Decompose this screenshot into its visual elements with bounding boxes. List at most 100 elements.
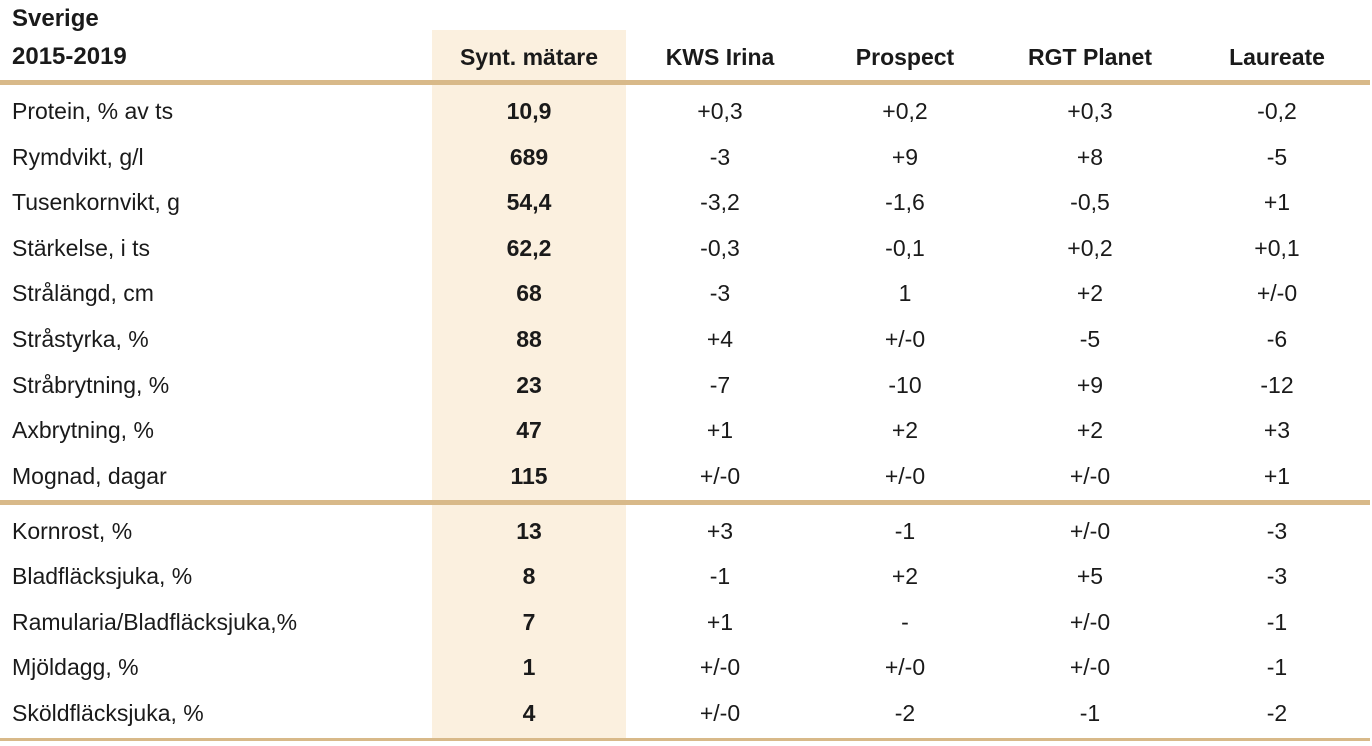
reference-value-cell: 115 bbox=[510, 462, 548, 489]
variety-value-cell: +0,2 bbox=[1067, 234, 1113, 261]
variety-value-cell: +/-0 bbox=[699, 462, 741, 489]
reference-value-cell: 54,4 bbox=[506, 189, 552, 216]
variety-value-cell: 1 bbox=[898, 280, 912, 307]
table-row: Mognad, dagar 115 +/-0 +/-0 +/-0 +1 bbox=[0, 461, 1370, 491]
reference-value-cell: 689 bbox=[509, 143, 549, 170]
variety-value-cell: -1 bbox=[1079, 699, 1101, 726]
variety-value-cell: -10 bbox=[888, 371, 922, 398]
reference-column-highlight bbox=[432, 30, 626, 740]
period-title: 2015-2019 bbox=[12, 43, 127, 70]
variety-value-cell: +8 bbox=[1076, 143, 1104, 170]
variety-value-cell: +2 bbox=[891, 563, 919, 590]
reference-value-cell: 7 bbox=[522, 608, 536, 635]
row-label: Stråstyrka, % bbox=[12, 326, 149, 352]
table-row: Sköldfläcksjuka, % 4 +/-0 -2 -1 -2 bbox=[0, 698, 1370, 728]
variety-value-cell: -3 bbox=[1266, 563, 1288, 590]
variety-value-cell: -3 bbox=[709, 280, 731, 307]
variety-value-cell: +3 bbox=[706, 518, 734, 544]
variety-value-cell: +5 bbox=[1076, 563, 1104, 590]
column-header-kws-irina: KWS Irina bbox=[665, 44, 775, 70]
table-row: Bladfläcksjuka, % 8 -1 +2 +5 -3 bbox=[0, 561, 1370, 591]
column-header-rgt-planet: RGT Planet bbox=[1028, 44, 1152, 70]
row-label: Axbrytning, % bbox=[12, 417, 154, 444]
variety-value-cell: +0,2 bbox=[882, 98, 928, 124]
variety-value-cell: -0,2 bbox=[1257, 98, 1297, 124]
variety-value-cell: -6 bbox=[1266, 326, 1288, 352]
row-label: Kornrost, % bbox=[12, 518, 133, 544]
variety-value-cell: +/-0 bbox=[884, 326, 926, 352]
variety-value-cell: +2 bbox=[1076, 280, 1104, 307]
column-header-prospect: Prospect bbox=[855, 44, 955, 70]
variety-value-cell: -3 bbox=[1266, 518, 1288, 544]
variety-value-cell: -2 bbox=[894, 699, 916, 726]
row-label: Strålängd, cm bbox=[12, 280, 154, 307]
variety-value-cell: -1 bbox=[894, 518, 916, 544]
reference-value-cell: 13 bbox=[516, 518, 542, 544]
row-label: Tusenkornvikt, g bbox=[12, 189, 180, 216]
reference-value-cell: 10,9 bbox=[506, 98, 552, 124]
table-row: Stråstyrka, % 88 +4 +/-0 -5 -6 bbox=[0, 324, 1370, 354]
variety-value-cell: +/-0 bbox=[699, 699, 741, 726]
reference-value-cell: 1 bbox=[522, 654, 536, 681]
row-label: Stärkelse, i ts bbox=[12, 234, 151, 261]
variety-value-cell: +/-0 bbox=[884, 462, 926, 489]
row-label: Sköldfläcksjuka, % bbox=[12, 699, 204, 726]
variety-value-cell: -1 bbox=[1266, 608, 1288, 635]
variety-value-cell: +/-0 bbox=[699, 654, 741, 681]
variety-value-cell: -5 bbox=[1079, 326, 1101, 352]
variety-value-cell: +1 bbox=[1263, 189, 1291, 216]
variety-value-cell: +9 bbox=[1076, 371, 1104, 398]
table-row: Strålängd, cm 68 -3 1 +2 +/-0 bbox=[0, 278, 1370, 308]
variety-value-cell: +/-0 bbox=[1069, 518, 1111, 544]
variety-value-cell: - bbox=[901, 608, 909, 635]
variety-value-cell: +/-0 bbox=[1256, 280, 1298, 307]
table-row: Tusenkornvikt, g 54,4 -3,2 -1,6 -0,5 +1 bbox=[0, 187, 1370, 217]
table-row: Stärkelse, i ts 62,2 -0,3 -0,1 +0,2 +0,1 bbox=[0, 233, 1370, 263]
reference-value-cell: 8 bbox=[522, 563, 536, 590]
variety-value-cell: +2 bbox=[891, 417, 919, 444]
variety-value-cell: -2 bbox=[1266, 699, 1288, 726]
column-header-laureate: Laureate bbox=[1229, 44, 1325, 70]
variety-value-cell: -0,1 bbox=[885, 234, 925, 261]
variety-value-cell: +0,3 bbox=[697, 98, 743, 124]
table-row: Mjöldagg, % 1 +/-0 +/-0 +/-0 -1 bbox=[0, 652, 1370, 682]
reference-value-cell: 62,2 bbox=[506, 234, 552, 261]
variety-value-cell: +/-0 bbox=[1069, 608, 1111, 635]
table-row: Stråbrytning, % 23 -7 -10 +9 -12 bbox=[0, 370, 1370, 400]
table-bottom-rule bbox=[0, 738, 1370, 741]
reference-value-cell: 47 bbox=[516, 417, 542, 444]
variety-value-cell: -5 bbox=[1266, 143, 1288, 170]
row-label: Stråbrytning, % bbox=[12, 371, 170, 398]
section-divider bbox=[0, 500, 1370, 505]
variety-value-cell: -1 bbox=[1266, 654, 1288, 681]
variety-value-cell: +/-0 bbox=[1069, 462, 1111, 489]
variety-value-cell: +3 bbox=[1263, 417, 1291, 444]
variety-value-cell: -3,2 bbox=[700, 189, 740, 216]
variety-value-cell: -0,3 bbox=[700, 234, 740, 261]
table-row: Ramularia/Bladfläcksjuka,% 7 +1 - +/-0 -1 bbox=[0, 607, 1370, 637]
variety-value-cell: -1 bbox=[709, 563, 731, 590]
row-label: Mognad, dagar bbox=[12, 462, 167, 489]
column-header-synt-matare: Synt. mätare bbox=[459, 44, 599, 70]
variety-value-cell: -1,6 bbox=[885, 189, 925, 216]
variety-value-cell: +9 bbox=[891, 143, 919, 170]
reference-value-cell: 68 bbox=[516, 280, 542, 307]
variety-value-cell: +2 bbox=[1076, 417, 1104, 444]
variety-value-cell: -12 bbox=[1260, 371, 1294, 398]
row-label: Mjöldagg, % bbox=[12, 654, 139, 681]
region-title: Sverige bbox=[12, 5, 99, 32]
variety-value-cell: +4 bbox=[706, 326, 734, 352]
reference-value-cell: 4 bbox=[522, 699, 536, 726]
table-row: Axbrytning, % 47 +1 +2 +2 +3 bbox=[0, 415, 1370, 445]
row-label: Ramularia/Bladfläcksjuka,% bbox=[12, 608, 298, 635]
variety-value-cell: +/-0 bbox=[884, 654, 926, 681]
table-row: Kornrost, % 13 +3 -1 +/-0 -3 bbox=[0, 516, 1370, 546]
variety-value-cell: +1 bbox=[706, 417, 734, 444]
row-label: Rymdvikt, g/l bbox=[12, 143, 144, 170]
reference-value-cell: 88 bbox=[516, 326, 542, 352]
row-label: Bladfläcksjuka, % bbox=[12, 563, 193, 590]
reference-value-cell: 23 bbox=[516, 371, 542, 398]
row-label: Protein, % av ts bbox=[12, 98, 174, 124]
variety-value-cell: +/-0 bbox=[1069, 654, 1111, 681]
variety-value-cell: +1 bbox=[706, 608, 734, 635]
